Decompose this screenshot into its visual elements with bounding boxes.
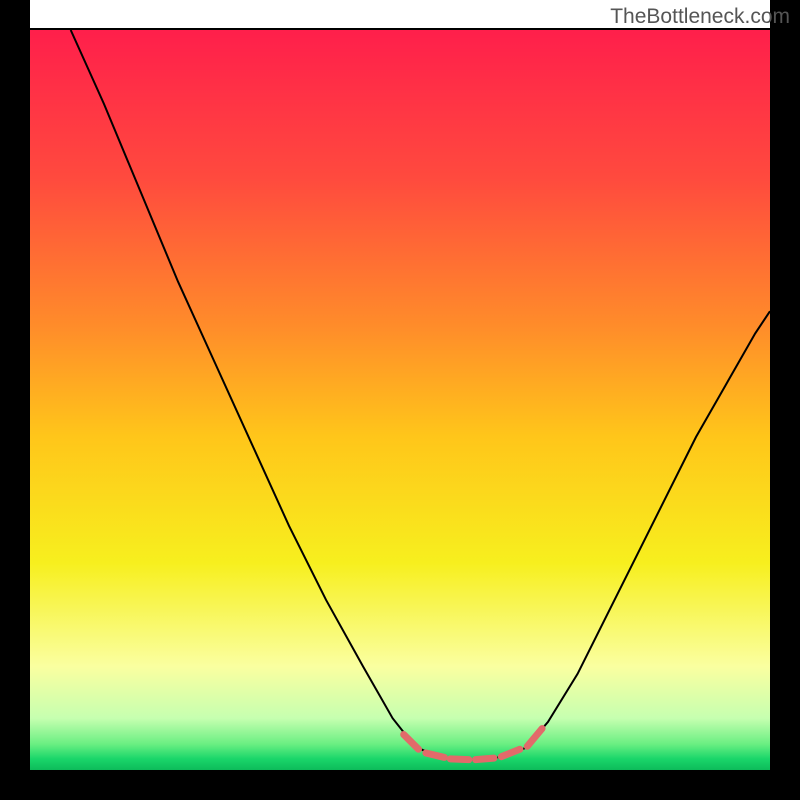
attribution-label: TheBottleneck.com (610, 5, 790, 29)
valley-marker (450, 759, 469, 760)
valley-marker (426, 753, 445, 757)
chart-canvas: TheBottleneck.com (0, 0, 800, 800)
valley-marker (475, 758, 494, 759)
plot-background (30, 30, 770, 770)
bottleneck-chart (0, 0, 800, 800)
